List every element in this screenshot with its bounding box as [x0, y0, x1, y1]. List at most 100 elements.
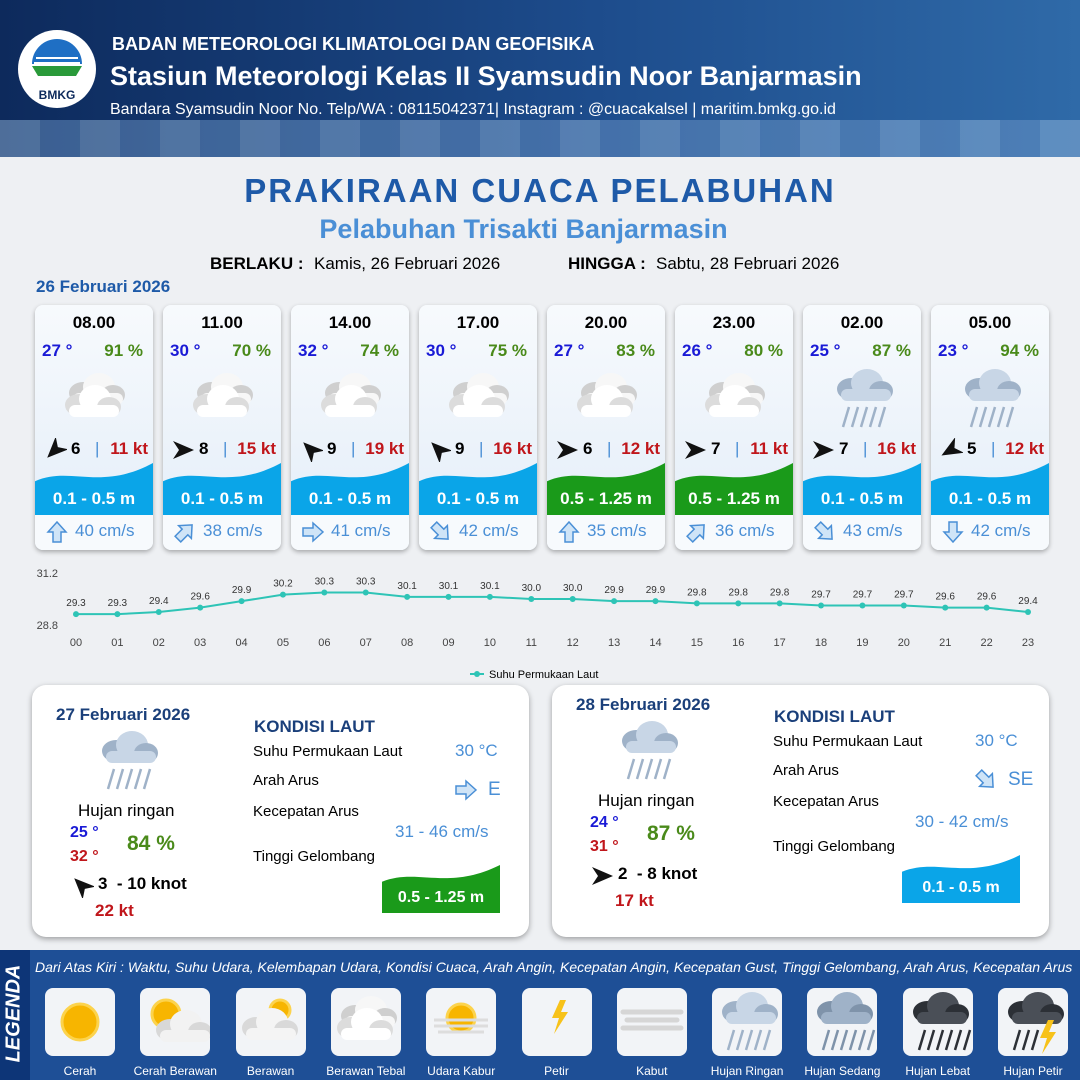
time: 23.00	[712, 313, 756, 332]
wind-speed: 6	[71, 439, 81, 458]
to-date: Sabtu, 28 Februari 2026	[656, 254, 840, 273]
air-temp: 30 °	[426, 341, 457, 360]
temp-max: 31 °	[590, 838, 619, 855]
dir-label: Arah Arus	[773, 762, 839, 779]
x-tick-label: 14	[649, 637, 661, 649]
wave-band	[291, 463, 409, 515]
x-tick-label: 01	[111, 637, 123, 649]
humidity: 83 %	[616, 341, 655, 360]
wind-arrow	[431, 442, 451, 462]
gust: 17 kt	[615, 891, 654, 910]
sst-point	[362, 589, 369, 596]
sst-point	[1025, 609, 1031, 615]
value-label: 30.1	[397, 581, 417, 592]
sst-point	[652, 598, 659, 605]
sea-title: KONDISI LAUT	[774, 707, 895, 726]
gust: 16 kt	[877, 439, 916, 458]
current-arrow	[942, 521, 964, 544]
condition: Hujan ringan	[78, 801, 175, 820]
wind-arrow	[557, 441, 578, 459]
current-arrow	[686, 524, 705, 543]
x-tick-label: 17	[774, 637, 786, 649]
legend-description: Dari Atas Kiri : Waktu, Suhu Udara, Kele…	[35, 959, 1073, 975]
forecast-card: 14.00 32 ° 74 % 9 | 19 kt 0.1 - 0.5 m 41 cm/s	[291, 305, 409, 550]
gust: 22 kt	[95, 901, 134, 920]
x-tick-label: 16	[732, 637, 744, 649]
separator: |	[351, 439, 356, 458]
gust: 19 kt	[365, 439, 404, 458]
separator: |	[607, 439, 612, 458]
wave-band	[675, 463, 793, 515]
time: 08.00	[72, 313, 116, 332]
wind-speed: 9	[327, 439, 337, 458]
air-temp: 27 °	[554, 341, 585, 360]
x-tick-label: 08	[401, 637, 413, 649]
sst: 30 °C	[975, 731, 1018, 750]
value-label: 29.7	[894, 590, 914, 601]
current-arrow	[174, 524, 193, 543]
separator: |	[95, 439, 100, 458]
to-label: HINGGA :	[568, 254, 646, 273]
current-arrow	[975, 769, 994, 788]
x-tick-label: 12	[567, 637, 579, 649]
sst-point	[983, 604, 990, 611]
value-label: 30.0	[563, 583, 583, 594]
separator: |	[735, 439, 740, 458]
from-label: BERLAKU :	[210, 254, 304, 273]
weather-icon	[193, 373, 253, 417]
time: 02.00	[840, 313, 884, 332]
current-arrow	[814, 521, 833, 540]
forecast-card: 20.00 27 ° 83 % 6 | 12 kt 0.5 - 1.25 m 35 cm/s	[547, 305, 665, 550]
y-tick-label: 28.8	[37, 620, 58, 632]
gust: 11 kt	[750, 439, 788, 458]
value-label: 29.3	[66, 598, 86, 609]
legend-label: Kabut	[636, 1064, 668, 1078]
x-tick-label: 05	[277, 637, 289, 649]
humidity: 87 %	[647, 822, 695, 845]
wind-speed: 7	[839, 439, 849, 458]
value-label: 29.6	[935, 592, 955, 603]
x-tick-label: 11	[526, 637, 537, 649]
value-label: 30.3	[315, 577, 335, 588]
legend-label: Hujan Lebat	[905, 1064, 971, 1078]
sst-point	[693, 600, 700, 607]
dir-label: Arah Arus	[253, 772, 319, 789]
wind-speed: 9	[455, 439, 465, 458]
value-label: 29.9	[604, 585, 624, 596]
value-label: 30.1	[439, 581, 459, 592]
sst-chart: 28.8 31.2 00 01 02 03 04 05 06 07 08 09 10 11 12 13 14 15…	[37, 568, 1039, 681]
weather-icon	[837, 369, 893, 428]
sst-point	[238, 598, 245, 605]
air-temp: 25 °	[810, 341, 841, 360]
time: 14.00	[328, 313, 372, 332]
current-speed: 43 cm/s	[843, 521, 903, 540]
x-tick-label: 04	[235, 637, 247, 649]
sst-point	[611, 598, 618, 605]
weather-icon	[622, 721, 678, 780]
station: Stasiun Meteorologi Kelas II Syamsudin N…	[110, 61, 862, 91]
humidity: 74 %	[360, 341, 399, 360]
legend-icon	[1008, 992, 1064, 1054]
legend-title: LEGENDA	[2, 964, 25, 1063]
current-arrow	[430, 521, 449, 540]
air-temp: 32 °	[298, 341, 329, 360]
speed-label: Kecepatan Arus	[253, 803, 359, 820]
speed: 30 - 42 cm/s	[915, 812, 1009, 831]
legend-icon	[434, 1002, 489, 1034]
sst-point	[155, 609, 162, 615]
date: 27 Februari 2026	[56, 705, 191, 724]
forecast-card: 17.00 30 ° 75 % 9 | 16 kt 0.1 - 0.5 m 42 cm/s	[419, 305, 537, 550]
wind-arrow	[173, 441, 194, 459]
time: 11.00	[201, 313, 243, 332]
separator: |	[223, 439, 228, 458]
value-label: 29.8	[687, 587, 707, 598]
current-speed: 38 cm/s	[203, 521, 263, 540]
sst-point	[279, 591, 286, 598]
current-speed: 35 cm/s	[587, 521, 647, 540]
wave-band	[419, 463, 537, 515]
condition: Hujan ringan	[598, 791, 695, 810]
value-label: 29.8	[729, 587, 749, 598]
current-speed: 40 cm/s	[75, 521, 135, 540]
time: 05.00	[968, 313, 1012, 332]
